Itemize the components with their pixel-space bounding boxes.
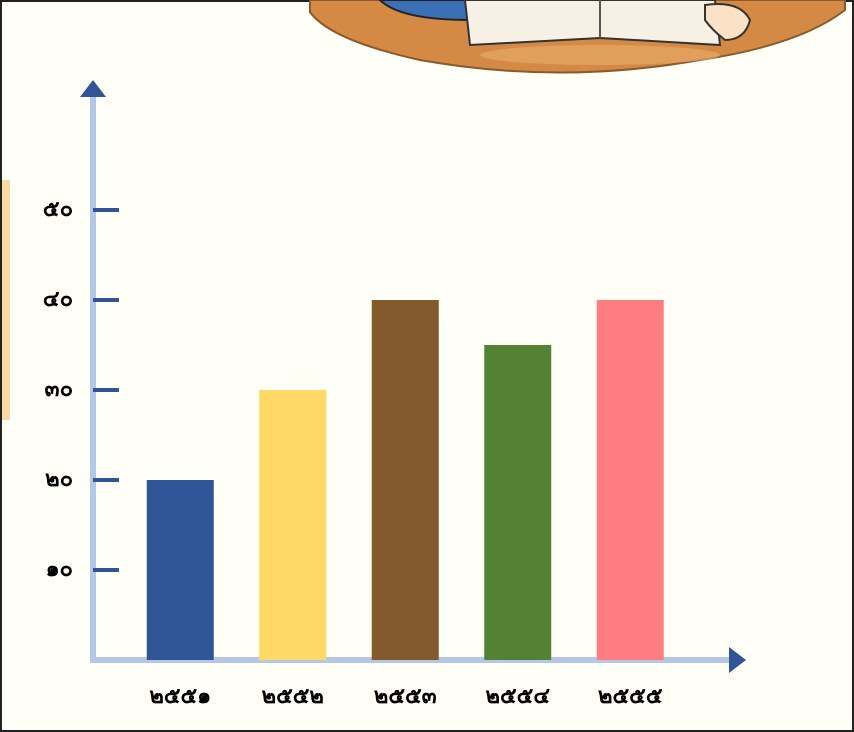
illustration: [309, 0, 846, 74]
y-tick-label: ๕๐: [43, 197, 73, 222]
x-axis-arrow: [729, 647, 746, 673]
bar: [484, 345, 552, 660]
y-tick-label: ๔๐: [43, 287, 73, 312]
bar: [596, 300, 664, 660]
bar: [146, 480, 214, 660]
bar: [371, 300, 439, 660]
bar: [259, 390, 327, 660]
x-tick-label: ๒๕๕๒: [262, 684, 324, 709]
x-tick-label: ๒๕๕๕: [598, 684, 663, 709]
x-tick-label: ๒๕๕๔: [486, 684, 551, 709]
x-tick-label: ๒๕๕๑: [149, 684, 211, 709]
y-axis-arrow: [80, 80, 106, 97]
x-tick-label: ๒๕๕๓: [374, 684, 437, 709]
y-tick-label: ๓๐: [45, 377, 73, 402]
y-tick-label: ๑๐: [46, 557, 73, 582]
y-tick-label: ๒๐: [45, 467, 73, 492]
side-strip: [2, 180, 10, 420]
